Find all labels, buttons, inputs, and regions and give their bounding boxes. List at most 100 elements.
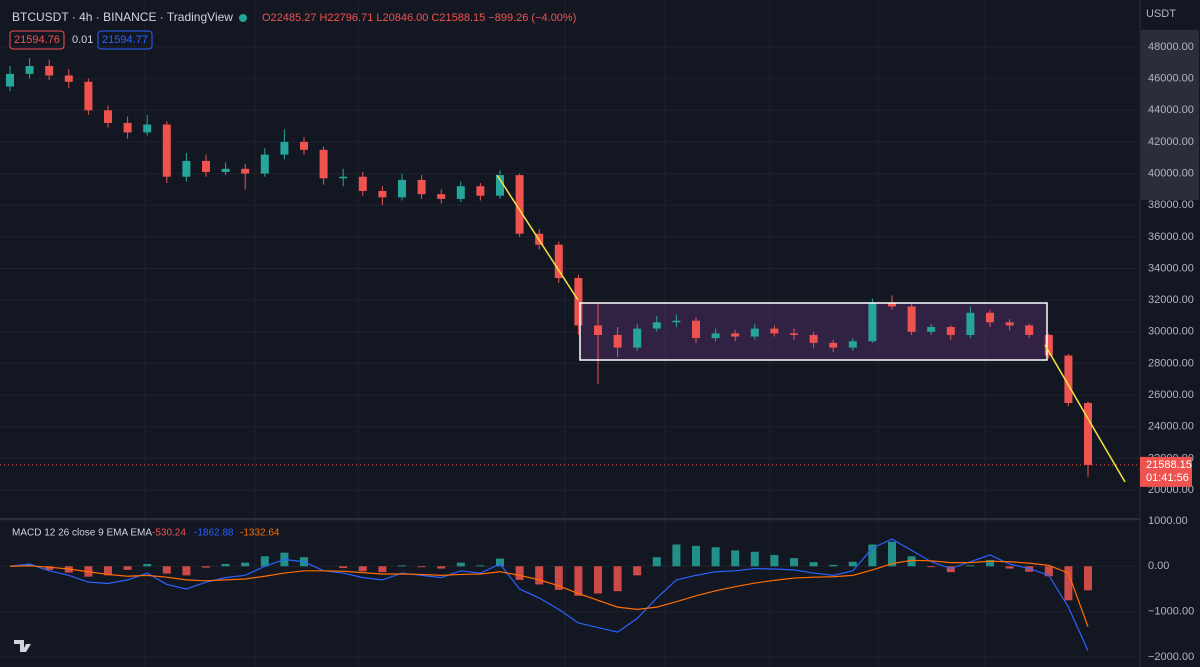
- y-tick-label: 34000.00: [1148, 262, 1194, 274]
- candle-body: [848, 341, 857, 348]
- symbol-title: BTCUSDT · 4h · BINANCE · TradingView: [12, 10, 233, 24]
- histogram-bar: [496, 558, 504, 567]
- macd-line: [9, 538, 1089, 652]
- candle-body: [1044, 334, 1053, 356]
- ohlc-legend: O22485.27 H22796.71 L20846.00 C21588.15 …: [262, 12, 576, 24]
- candle-body: [692, 320, 700, 339]
- status-dot: [239, 14, 247, 22]
- histogram-bar: [241, 562, 250, 567]
- macd-value: -1862.88: [194, 528, 234, 539]
- histogram-bar: [515, 566, 524, 580]
- candle-body: [358, 176, 367, 191]
- countdown: 01:41:56: [1146, 472, 1189, 484]
- histogram-bar: [535, 566, 544, 585]
- histogram-bar: [829, 564, 838, 567]
- buy-box[interactable]: [97, 30, 153, 50]
- histogram-bar: [162, 566, 171, 574]
- ask-price[interactable]: 21594.77: [102, 34, 148, 46]
- candle-body: [946, 327, 955, 335]
- histogram-bar: [358, 566, 367, 572]
- histogram-bar: [45, 566, 54, 570]
- candle-body: [25, 65, 34, 74]
- axis-highlight: [1141, 30, 1199, 200]
- histogram-bar: [554, 566, 563, 590]
- candle-body: [476, 186, 485, 196]
- histogram-bar: [1084, 566, 1092, 591]
- candle-body: [260, 154, 269, 174]
- tv-logo: [14, 640, 31, 652]
- histogram-bar: [907, 556, 916, 567]
- macd-line: [9, 559, 1089, 627]
- candle-body: [770, 328, 779, 334]
- y-tick-label: 26000.00: [1148, 389, 1194, 401]
- candle-body: [398, 179, 406, 198]
- candle-body: [1084, 402, 1092, 465]
- histogram-bar: [378, 566, 387, 573]
- range-box: [579, 302, 1048, 361]
- histogram-bar: [692, 545, 700, 567]
- histogram-bar: [809, 562, 818, 567]
- histogram-bar: [417, 566, 426, 568]
- y-tick-label: 42000.00: [1148, 136, 1194, 148]
- sell-box[interactable]: [9, 30, 65, 50]
- histogram-bar: [966, 565, 975, 567]
- y-tick-label: 30000.00: [1148, 326, 1194, 338]
- y-tick-label: 40000.00: [1148, 167, 1194, 179]
- axis-labels: 20000.0022000.0024000.0026000.0028000.00…: [1140, 41, 1194, 663]
- candle-body: [300, 141, 308, 150]
- candle-body: [633, 328, 642, 348]
- candle-body: [45, 65, 54, 76]
- histogram-bar: [221, 564, 230, 567]
- histogram-bar: [574, 566, 583, 596]
- candle-body: [162, 124, 171, 177]
- y-tick-label: −2000.00: [1148, 651, 1194, 663]
- histogram-bar: [104, 566, 112, 576]
- candle-body: [456, 186, 465, 199]
- candle-body: [711, 333, 720, 339]
- y-tick-label: 44000.00: [1148, 104, 1194, 116]
- candle-body: [437, 194, 446, 199]
- candle-body: [182, 160, 191, 177]
- last-price-tag: [1140, 456, 1192, 487]
- y-tick-label: 32000.00: [1148, 294, 1194, 306]
- grid: [0, 0, 1140, 667]
- histogram-bar: [260, 556, 269, 567]
- candle-body: [731, 333, 740, 337]
- histogram-bar: [652, 557, 661, 567]
- histogram-bar: [339, 566, 348, 569]
- y-tick-label: 20000.00: [1148, 484, 1194, 496]
- candle-body: [496, 175, 504, 196]
- candle-body: [84, 81, 93, 111]
- histogram-bar: [437, 566, 446, 569]
- bid-price[interactable]: 21594.76: [14, 34, 60, 46]
- last-price-label: 21588.15: [1146, 459, 1192, 471]
- candle-body: [241, 168, 250, 174]
- candle-body: [515, 175, 524, 234]
- y-tick-label: 1000.00: [1148, 515, 1188, 527]
- y-tick-label: 28000.00: [1148, 357, 1194, 369]
- y-tick-label: −1000.00: [1148, 606, 1194, 618]
- macd-title: MACD 12 26 close 9 EMA EMA: [12, 528, 152, 539]
- candle-body: [417, 179, 426, 195]
- candle-body: [868, 303, 877, 342]
- candle-body: [123, 122, 132, 133]
- candle-body: [319, 149, 328, 179]
- candle-body: [594, 325, 602, 335]
- candle-body: [888, 303, 896, 307]
- histogram-bar: [672, 544, 681, 567]
- candle-body: [907, 306, 916, 332]
- candle-body: [280, 141, 289, 155]
- histogram-bar: [633, 566, 642, 576]
- histogram-bar: [868, 544, 877, 567]
- trend-line: [496, 174, 579, 301]
- signal-value: -1332.64: [240, 528, 280, 539]
- histogram-bar: [986, 559, 994, 567]
- histogram-bar: [143, 564, 152, 567]
- histogram-bar: [750, 551, 759, 567]
- candle-body: [378, 190, 387, 198]
- histogram-bar: [711, 547, 720, 567]
- y-tick-label: 36000.00: [1148, 231, 1194, 243]
- candle-body: [750, 328, 759, 337]
- histogram-bar: [1044, 566, 1053, 577]
